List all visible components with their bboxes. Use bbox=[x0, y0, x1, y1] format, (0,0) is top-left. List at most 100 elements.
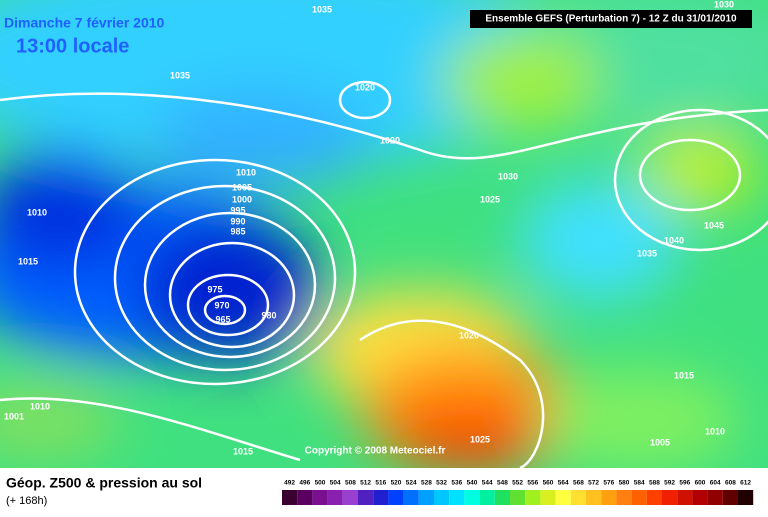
scale-swatch bbox=[327, 490, 343, 505]
scale-swatch bbox=[722, 490, 738, 505]
scale-label: 516 bbox=[375, 480, 386, 487]
isobar-label: 1040 bbox=[664, 235, 684, 245]
scale-swatch bbox=[540, 490, 556, 505]
isobar-label: 1020 bbox=[355, 82, 375, 92]
scale-swatch bbox=[586, 490, 602, 505]
scale-label: 544 bbox=[482, 480, 493, 487]
isobar-label: 1010 bbox=[236, 167, 256, 177]
scale-swatch bbox=[403, 490, 419, 505]
scale-swatch bbox=[646, 490, 662, 505]
scale-swatch bbox=[631, 490, 647, 505]
scale-label: 492 bbox=[284, 480, 295, 487]
scale-swatch bbox=[555, 490, 571, 505]
isobar-label: 1001 bbox=[4, 411, 24, 421]
scale-label: 540 bbox=[467, 480, 478, 487]
isobar-label: 990 bbox=[230, 216, 245, 226]
scale-label: 512 bbox=[360, 480, 371, 487]
scale-label: 596 bbox=[679, 480, 690, 487]
scale-label: 520 bbox=[391, 480, 402, 487]
scale-label: 612 bbox=[740, 480, 751, 487]
isobar-label: 1045 bbox=[704, 220, 724, 230]
scale-label: 496 bbox=[299, 480, 310, 487]
isobar-label: 1010 bbox=[705, 426, 725, 436]
scale-label: 576 bbox=[603, 480, 614, 487]
scale-swatch bbox=[434, 490, 450, 505]
isobar-label: 1015 bbox=[18, 256, 38, 266]
map-field bbox=[0, 0, 768, 470]
scale-swatch bbox=[388, 490, 404, 505]
isobar-label: 1005 bbox=[650, 437, 670, 447]
scale-swatch bbox=[707, 490, 723, 505]
scale-swatch bbox=[373, 490, 389, 505]
scale-swatch bbox=[601, 490, 617, 505]
scale-label: 604 bbox=[710, 480, 721, 487]
isobar-label: 975 bbox=[207, 284, 222, 294]
scale-label: 528 bbox=[421, 480, 432, 487]
scale-swatch bbox=[297, 490, 313, 505]
isobar-label: 1035 bbox=[170, 70, 190, 80]
scale-swatch bbox=[738, 490, 754, 505]
scale-label: 552 bbox=[512, 480, 523, 487]
scale-label: 564 bbox=[558, 480, 569, 487]
isobar-label: 1035 bbox=[312, 4, 332, 14]
scale-label: 536 bbox=[451, 480, 462, 487]
scale-swatch bbox=[358, 490, 374, 505]
scale-label: 600 bbox=[695, 480, 706, 487]
scale-swatch bbox=[418, 490, 434, 505]
isobar-label: 1030 bbox=[498, 171, 518, 181]
isobar-label: 1025 bbox=[470, 434, 490, 444]
isobar-label: 1030 bbox=[714, 0, 734, 9]
isobar-label: 1005 bbox=[232, 182, 252, 192]
scale-swatch bbox=[525, 490, 541, 505]
scale-swatch bbox=[616, 490, 632, 505]
scale-label: 500 bbox=[315, 480, 326, 487]
scale-label: 568 bbox=[573, 480, 584, 487]
isobar-label: 1015 bbox=[233, 446, 253, 456]
scale-label: 556 bbox=[527, 480, 538, 487]
date-title: Dimanche 7 février 2010 bbox=[4, 15, 165, 31]
footer-subtitle: (+ 168h) bbox=[6, 495, 47, 507]
isobar-label: 1010 bbox=[27, 207, 47, 217]
scale-swatch bbox=[570, 490, 586, 505]
model-box bbox=[470, 10, 752, 28]
footer-title: Géop. Z500 & pression au sol bbox=[6, 475, 202, 491]
scale-label: 572 bbox=[588, 480, 599, 487]
copyright: Copyright © 2008 Meteociel.fr bbox=[305, 446, 446, 457]
scale-label: 508 bbox=[345, 480, 356, 487]
scale-swatch bbox=[494, 490, 510, 505]
isobar-label: 1010 bbox=[30, 401, 50, 411]
model-title: Ensemble GEFS (Perturbation 7) - 12 Z du… bbox=[485, 14, 737, 25]
scale-label: 504 bbox=[330, 480, 341, 487]
scale-label: 580 bbox=[619, 480, 630, 487]
scale-label: 524 bbox=[406, 480, 417, 487]
scale-label: 592 bbox=[664, 480, 675, 487]
scale-label: 560 bbox=[543, 480, 554, 487]
isobar-label: 1000 bbox=[232, 194, 252, 204]
scale-swatch bbox=[510, 490, 526, 505]
scale-swatch bbox=[342, 490, 358, 505]
scale-swatch bbox=[677, 490, 693, 505]
isobar-label: 985 bbox=[230, 226, 245, 236]
isobar-label: 1035 bbox=[637, 248, 657, 258]
scale-swatch bbox=[464, 490, 480, 505]
scale-swatch bbox=[312, 490, 328, 505]
scale-swatch bbox=[692, 490, 708, 505]
scale-swatch bbox=[282, 490, 298, 505]
scale-label: 584 bbox=[634, 480, 645, 487]
isobar-label: 1025 bbox=[480, 194, 500, 204]
isobar-label: 970 bbox=[214, 300, 229, 310]
scale-label: 532 bbox=[436, 480, 447, 487]
scale-label: 548 bbox=[497, 480, 508, 487]
isobar-label: 1020 bbox=[380, 135, 400, 145]
scale-swatch bbox=[449, 490, 465, 505]
scale-label: 608 bbox=[725, 480, 736, 487]
isobar-label: 980 bbox=[261, 310, 276, 320]
isobar-label: 1015 bbox=[674, 370, 694, 380]
scale-swatch bbox=[479, 490, 495, 505]
isobar-label: 995 bbox=[230, 205, 245, 215]
scale-swatch bbox=[662, 490, 678, 505]
time-title: 13:00 locale bbox=[16, 35, 129, 57]
scale-label: 588 bbox=[649, 480, 660, 487]
isobar-label: 1020 bbox=[459, 330, 479, 340]
